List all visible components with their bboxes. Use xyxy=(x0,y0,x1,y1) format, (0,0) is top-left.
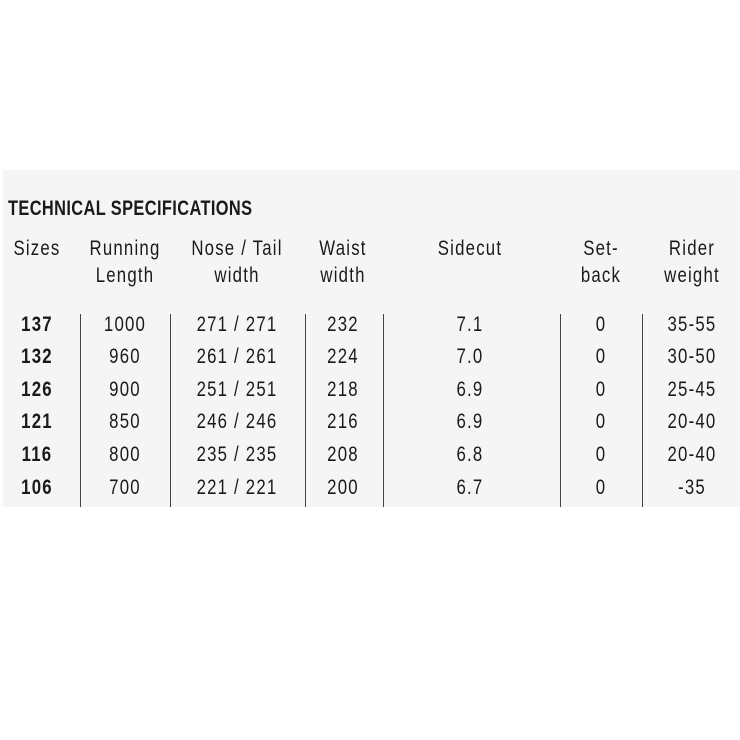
cell-nose-tail-width: 246 / 246 xyxy=(196,410,278,433)
cell-setback: 0 xyxy=(595,443,607,466)
cell-setback: 0 xyxy=(595,410,607,433)
header-rider-weight-line2: weight xyxy=(664,264,720,287)
cell-sizes: 137 xyxy=(21,313,53,336)
header-sidecut-line1: Sidecut xyxy=(437,237,503,260)
header-waist-width-line2: width xyxy=(320,264,366,287)
cell-nose-tail-width: 271 / 271 xyxy=(196,313,278,336)
header-waist-width-line1: Waist xyxy=(319,237,367,260)
cell-waist-width: 200 xyxy=(327,476,359,499)
cell-waist-width: 232 xyxy=(327,313,359,336)
cell-running-length: 700 xyxy=(109,476,141,499)
header-nose-tail-width-line2: width xyxy=(214,264,260,287)
header-nose-tail-width-line1: Nose / Tail xyxy=(191,237,283,260)
header-running-length-line1: Running xyxy=(89,237,161,260)
cell-setback: 0 xyxy=(595,313,607,336)
cell-sidecut: 7.0 xyxy=(456,345,484,368)
cell-running-length: 800 xyxy=(109,443,141,466)
cell-nose-tail-width: 235 / 235 xyxy=(196,443,278,466)
cell-waist-width: 208 xyxy=(327,443,359,466)
cell-sidecut: 6.9 xyxy=(456,378,484,401)
cell-sidecut: 6.9 xyxy=(456,410,484,433)
spec-panel xyxy=(3,170,740,507)
cell-rider-weight: 30-50 xyxy=(667,345,717,368)
cell-sidecut: 6.7 xyxy=(456,476,484,499)
column-divider xyxy=(80,314,81,507)
cell-running-length: 1000 xyxy=(103,313,147,336)
cell-rider-weight: 25-45 xyxy=(667,378,717,401)
cell-sizes: 106 xyxy=(21,476,53,499)
cell-nose-tail-width: 251 / 251 xyxy=(196,378,278,401)
cell-waist-width: 224 xyxy=(327,345,359,368)
cell-running-length: 850 xyxy=(109,410,141,433)
cell-setback: 0 xyxy=(595,476,607,499)
cell-nose-tail-width: 221 / 221 xyxy=(196,476,278,499)
cell-rider-weight: -35 xyxy=(678,476,706,499)
cell-sizes: 132 xyxy=(21,345,53,368)
header-sizes-line1: Sizes xyxy=(13,237,61,260)
column-divider xyxy=(642,314,643,507)
cell-rider-weight: 35-55 xyxy=(667,313,717,336)
header-rider-weight-line1: Rider xyxy=(668,237,716,260)
cell-sizes: 121 xyxy=(21,410,53,433)
cell-sizes: 126 xyxy=(21,378,53,401)
cell-waist-width: 216 xyxy=(327,410,359,433)
header-setback-line2: back xyxy=(580,264,622,287)
cell-sizes: 116 xyxy=(21,443,53,466)
cell-setback: 0 xyxy=(595,378,607,401)
cell-sidecut: 6.8 xyxy=(456,443,484,466)
column-divider xyxy=(305,314,306,507)
section-title: TECHNICAL SPECIFICATIONS xyxy=(8,197,253,220)
column-divider xyxy=(170,314,171,507)
cell-sidecut: 7.1 xyxy=(456,313,484,336)
cell-rider-weight: 20-40 xyxy=(667,443,717,466)
cell-nose-tail-width: 261 / 261 xyxy=(196,345,278,368)
header-running-length-line2: Length xyxy=(95,264,155,287)
cell-running-length: 900 xyxy=(109,378,141,401)
cell-running-length: 960 xyxy=(109,345,141,368)
cell-setback: 0 xyxy=(595,345,607,368)
cell-waist-width: 218 xyxy=(327,378,359,401)
cell-rider-weight: 20-40 xyxy=(667,410,717,433)
column-divider xyxy=(560,314,561,507)
column-divider xyxy=(383,314,384,507)
header-setback-line1: Set- xyxy=(583,237,619,260)
